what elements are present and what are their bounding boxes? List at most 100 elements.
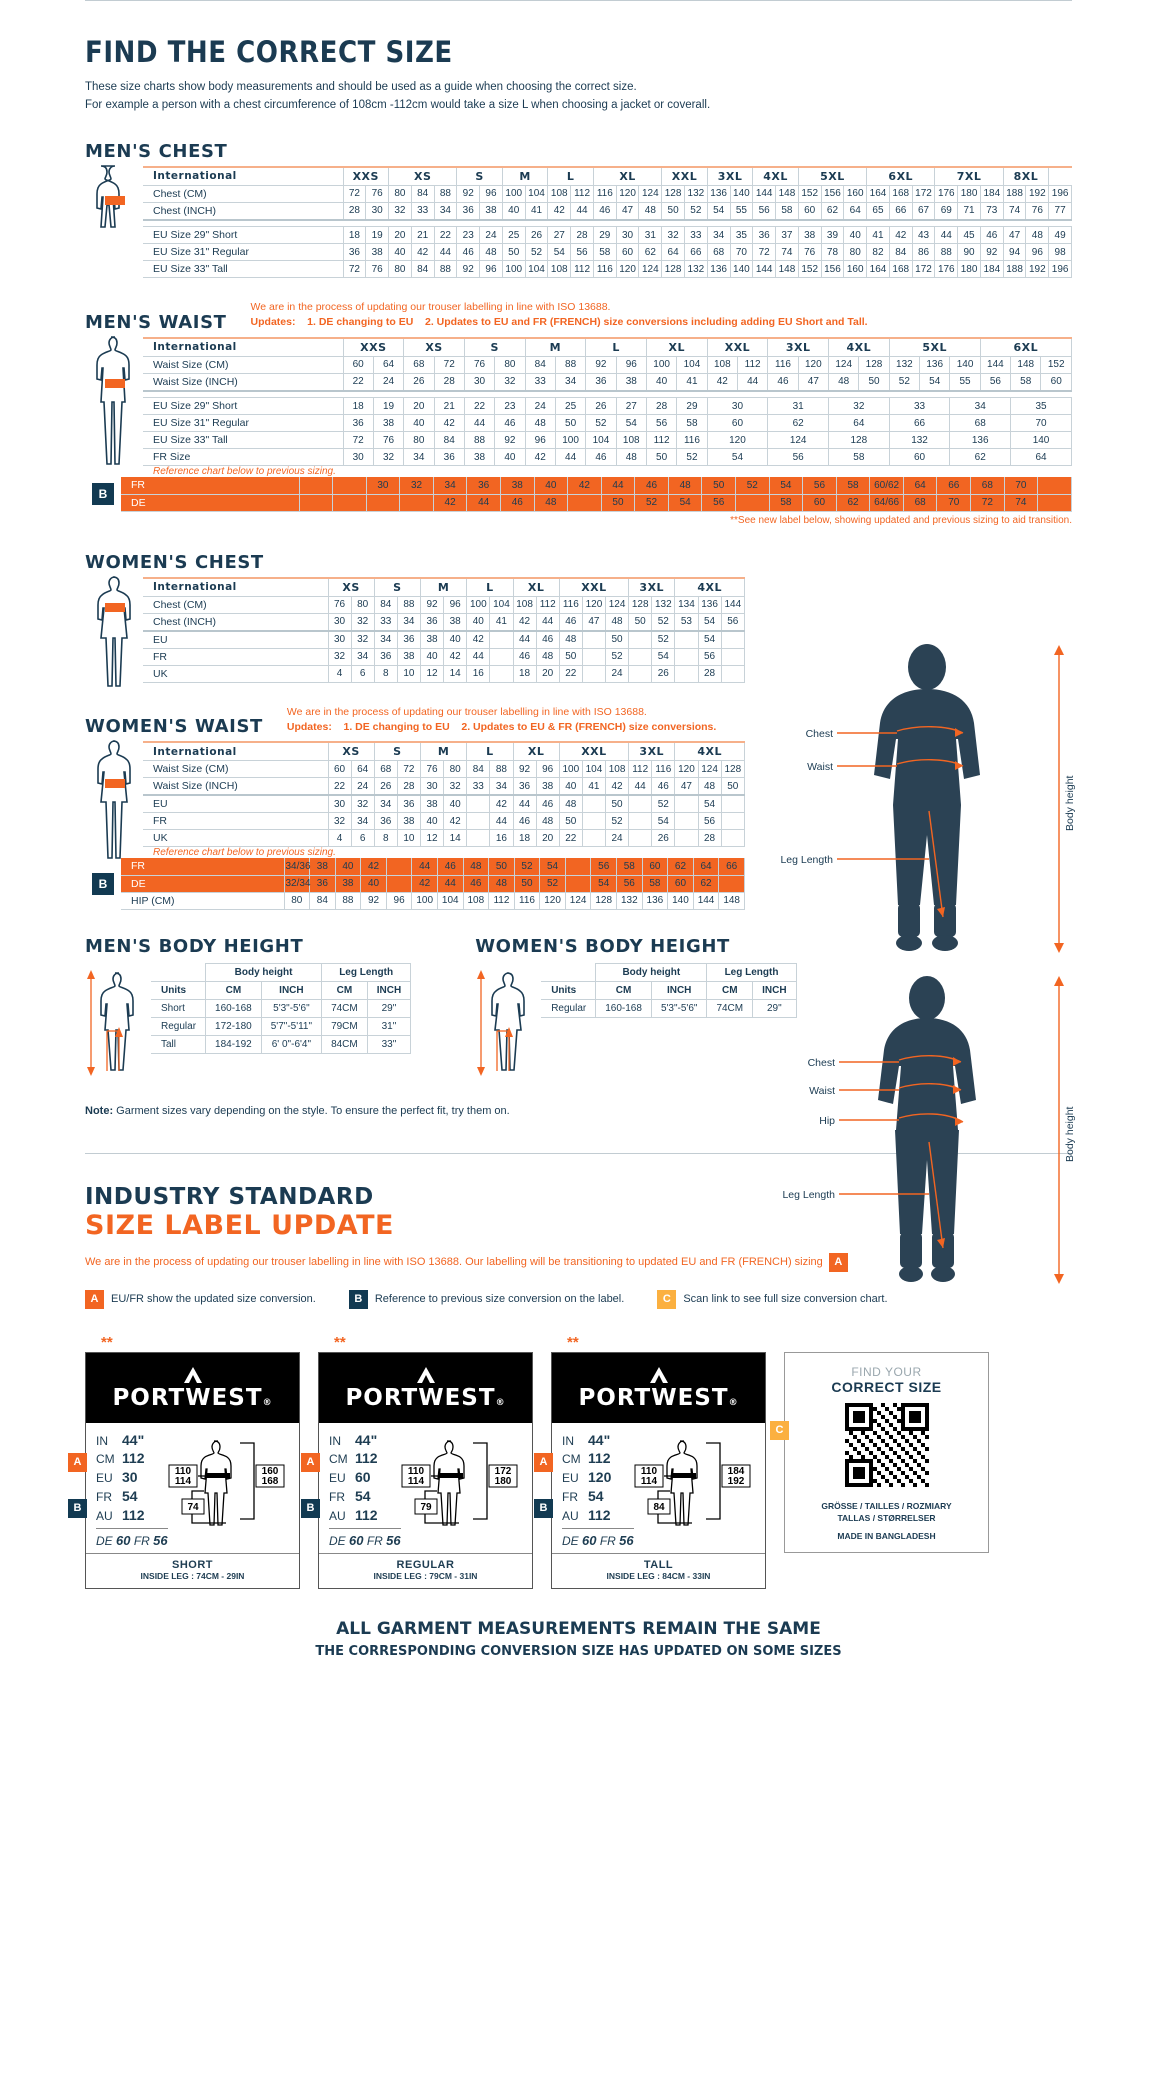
table-cell (720, 812, 746, 830)
brand-name: PORTWEST® (578, 1384, 739, 1411)
table-cell: 40 (419, 648, 445, 666)
table-cell (628, 829, 653, 847)
table-cell: 33 (524, 373, 556, 391)
table-cell: 76 (419, 760, 445, 778)
table-cell (674, 630, 699, 649)
label-card-body: IN 44" CM 112 EU 120 FR 54 AU 112 DE 60 FR 56 110 11… (552, 1423, 765, 1554)
table-cell: 77 (1048, 202, 1072, 220)
iso-line-1: We are in the process of updating our tr… (250, 301, 611, 314)
table-cell: 33 (683, 226, 708, 244)
table-cell: 16 (466, 665, 491, 683)
table-cell: 23 (494, 397, 526, 415)
female-measure-arrows (839, 976, 1064, 1284)
table-cell: 46 (767, 373, 799, 391)
table-cell: 132 (683, 185, 708, 203)
table-cell: 38 (419, 630, 445, 649)
table-cell: 128 (828, 431, 890, 449)
table-cell: 72 (396, 760, 422, 778)
column-header: CM (321, 980, 368, 1000)
table-cell: 84 (309, 892, 336, 909)
table-cell: 47 (581, 613, 607, 631)
female-height-icon (477, 969, 526, 1076)
size-key: AU (562, 1508, 579, 1523)
table-cell (489, 665, 514, 683)
qr-code-icon[interactable] (844, 1402, 929, 1487)
mens-waist-title: MEN'S WAIST (85, 311, 227, 333)
table-header-row: International XXS XS S M L XL XXL 3XL 4XL 5XL 6XL 7X… (143, 166, 1072, 186)
height-top-value: 184 (727, 1466, 744, 1477)
table-cell: 144 (979, 356, 1012, 374)
table-row: EU Size 31" Regular 36 38 40 42 44 46 48 50 52 54 5… (143, 243, 1072, 261)
table-cell: 44 (736, 373, 769, 391)
table-cell: 48 (1025, 226, 1050, 244)
table-cell: 54 (706, 202, 731, 220)
size-value: 54 (122, 1487, 138, 1504)
column-header: CM (706, 980, 754, 1000)
size-label-card: ** PORTWEST® IN 44" CM 112 EU 60 FR 54 AU 112 DE 60 … (301, 1335, 533, 1590)
group-header-row: Body height Leg Length (541, 962, 797, 982)
qr-title-bottom: CORRECT SIZE (831, 1378, 942, 1395)
table-cell: 148 (775, 185, 799, 203)
table-cell: 36 (396, 630, 422, 649)
row-label: EU Size 33" Tall (143, 260, 344, 278)
mens-waist-iso-note: We are in the process of updating our tr… (251, 300, 868, 332)
table-cell: 112 (570, 185, 594, 203)
table-cell (720, 665, 746, 683)
qr-footer-line-3: MADE IN BANGLADESH (837, 1531, 936, 1542)
table-cell (720, 795, 746, 813)
portwest-chevron-icon (183, 1366, 202, 1383)
qr-footer: GRÖSSE / TAILLES / ROZMIARY TALLAS / STØR… (793, 1500, 980, 1543)
table-cell: 88 (489, 760, 514, 778)
table-cell: 33 (373, 613, 398, 631)
table-cell: 136 (706, 185, 731, 203)
womens-waist-tbody: Waist Size (CM) 60 64 68 72 76 80 84 88 92 96 100 10… (143, 760, 746, 847)
table-cell: 34 (433, 202, 458, 220)
garment-note-text: Garment sizes vary depending on the styl… (113, 1104, 510, 1117)
size-row: EU 120 (562, 1468, 634, 1487)
table-cell: 38 (396, 812, 422, 830)
de-label: DE (329, 1533, 346, 1548)
table-cell: 50 (604, 795, 630, 813)
table-cell: 184 (979, 260, 1004, 278)
table-cell: 168 (888, 260, 913, 278)
table-cell: 52 (651, 613, 676, 631)
table-cell: 56 (720, 613, 746, 631)
label-card-footer: TALL INSIDE LEG : 84CM - 33IN (552, 1553, 765, 1588)
size-header: XL (592, 166, 663, 186)
table-cell (466, 829, 491, 847)
table-cell: 60/62 (869, 477, 904, 495)
table-cell: 50 (720, 777, 746, 795)
table-cell: 32 (350, 613, 375, 631)
table-cell: 14 (443, 829, 468, 847)
table-cell: 48 (638, 202, 663, 220)
table-cell: 112 (645, 431, 678, 449)
table-cell: 120 (674, 760, 699, 778)
table-cell: 120 (615, 185, 640, 203)
row-label: Chest (CM) (143, 185, 344, 203)
table-cell: 100 (645, 356, 678, 374)
table-cell: 18 (342, 397, 374, 415)
column-header-row: Units CM INCH CM INCH (541, 980, 797, 1000)
table-cell: 196 (1048, 260, 1072, 278)
table-cell: 76 (365, 185, 390, 203)
size-header: XXS (342, 337, 405, 357)
de-label: DE (96, 1533, 113, 1548)
table-cell: 19 (365, 226, 390, 244)
row-label: EU Size 31" Regular (143, 414, 344, 432)
table-cell: 54 (706, 448, 769, 466)
table-cell: 54 (590, 875, 618, 892)
table-cell: 31 (638, 226, 663, 244)
table-cell: 44 (570, 202, 594, 220)
size-value: 44" (122, 1431, 145, 1448)
fr-label: FR (133, 1533, 150, 1548)
table-cell: 41 (676, 373, 708, 391)
table-header-row: International XS S M L XL XXL 3XL 4XL (143, 577, 745, 597)
table-cell: 56 (697, 648, 722, 666)
table-cell: 140 (729, 185, 754, 203)
table-cell: 148 (1010, 356, 1042, 374)
table-cell: 50 (645, 448, 678, 466)
mens-waist-figure (85, 335, 143, 467)
column-header: International (143, 742, 329, 761)
table-cell: 50 (558, 812, 583, 830)
table-cell: 116 (513, 892, 541, 909)
